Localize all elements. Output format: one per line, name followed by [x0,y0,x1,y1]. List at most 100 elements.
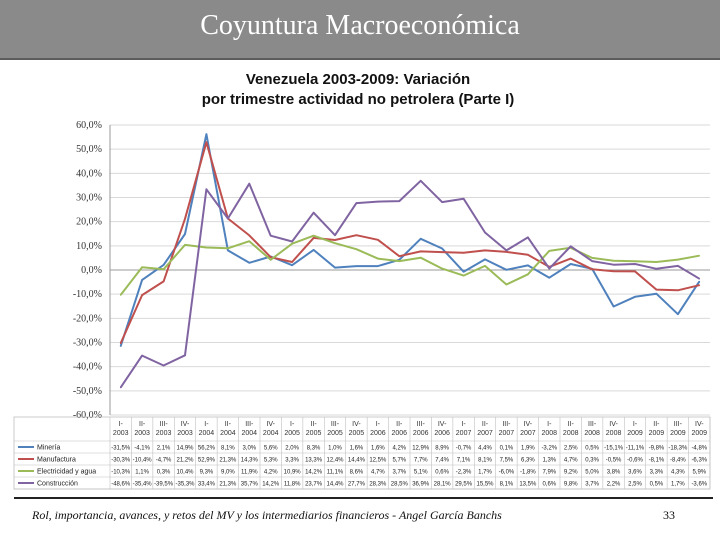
table-cell: -4,1% [134,446,150,452]
data-point [462,252,465,254]
data-point [655,267,658,270]
table-cell: 7,5% [500,458,514,464]
data-point [141,279,143,281]
table-cell: 0,3% [585,458,599,464]
series-lines [119,133,701,389]
category-label: IV-2009 [691,421,707,437]
data-point [569,263,572,265]
data-point [419,250,422,253]
y-axis-ticks: 60,0% 50,0% 40,0% 30,0% 20,0% 10,0% 0,0% -10,0%… [73,120,102,421]
table-cell: 3,8% [607,470,621,476]
table-cell: -3,6% [691,482,707,488]
y-tick-label: 20,0% [76,217,102,228]
table-cell: 14,4% [348,458,366,464]
table-cell: 4,3% [671,470,685,476]
table-cell: 11,8% [284,482,301,488]
category-label: II-2007 [477,421,493,437]
table-cell: -6,3% [691,458,707,464]
table-cell: 2,1% [157,446,171,452]
table-cell: 15,5% [476,482,494,488]
table-cell: -30,3% [111,458,131,464]
table-cell: 3,0% [242,446,256,452]
category-label: III-2003 [156,421,172,437]
data-point [269,256,272,258]
data-point [377,265,379,267]
data-point [505,251,508,253]
table-cell: -1,8% [520,470,536,476]
gridlines [109,124,710,416]
table-cell: -6,0% [499,470,515,476]
y-tick-label: -30,0% [73,338,102,349]
table-cell: -39,5% [154,482,174,488]
category-label: I-2003 [113,421,129,437]
table-cell: 28,3% [369,482,387,488]
table-cell: 1,7% [478,470,492,476]
data-point [419,238,422,240]
data-point [269,259,272,261]
category-label: I-2004 [199,421,215,437]
table-cell: 11,9% [241,470,258,476]
data-point [184,354,186,357]
data-point [355,202,358,204]
data-point [527,236,529,239]
category-label: II-2006 [391,421,407,437]
data-point [184,244,186,246]
category-label: IV-2008 [606,421,622,437]
data-point [355,248,358,251]
table-cell: 8,3% [307,446,321,452]
category-label: I-2006 [370,421,386,437]
category-label: II-2009 [649,421,665,437]
category-label: III-2009 [670,421,686,437]
data-point [441,201,443,203]
table-cell: 0,3% [157,470,171,476]
data-point [484,231,486,234]
table-cell: 14,4% [326,482,344,488]
table-cell: 12,9% [412,446,430,452]
table-cell: 1,9% [521,446,535,452]
data-point [248,261,251,264]
data-point [227,249,229,252]
y-tick-label: 0,0% [81,265,102,276]
table-cell: -4,7% [156,458,172,464]
table-cell: 0,6% [435,470,449,476]
category-label: IV-2007 [520,421,536,437]
data-point [441,247,443,250]
data-point [377,238,379,241]
data-point [548,267,551,270]
table-cell: 2,5% [564,446,578,452]
table-cell: 3,7% [585,482,599,488]
table-cell: 13,3% [305,458,323,464]
data-point [162,364,165,367]
table-cell: 8,1% [478,458,492,464]
table-cell: -0,6% [627,458,643,464]
table-cell: 5,9% [692,470,706,476]
slide-header: Coyuntura Macroeconómica [0,0,720,60]
category-label: I-2009 [627,421,643,437]
y-tick-label: 60,0% [76,120,102,131]
data-point [205,133,208,135]
table-cell: 14,2% [305,470,323,476]
table-cell: 8,9% [435,446,449,452]
data-point [634,263,636,265]
y-tick-label: 50,0% [76,144,102,155]
table-cell: 28,1% [434,482,452,488]
table-cell: 3,6% [628,470,642,476]
data-point [355,265,358,267]
data-point [184,217,186,220]
data-point [312,211,315,214]
page-number: 33 [663,508,675,522]
series-line-0 [119,133,701,347]
data-point [527,273,529,276]
category-label: IV-2006 [434,421,450,437]
table-cell: 4,7% [371,470,385,476]
series-line-3 [119,179,700,388]
table-cell: -2,3% [456,470,472,476]
table-cell: 5,3% [264,458,278,464]
data-point [312,249,315,251]
table-cell: 1,6% [350,446,364,452]
data-point [184,233,186,235]
data-point [634,296,636,298]
table-cell: -35,3% [175,482,195,488]
data-point [419,256,422,259]
table-cell: 9,2% [564,470,578,476]
